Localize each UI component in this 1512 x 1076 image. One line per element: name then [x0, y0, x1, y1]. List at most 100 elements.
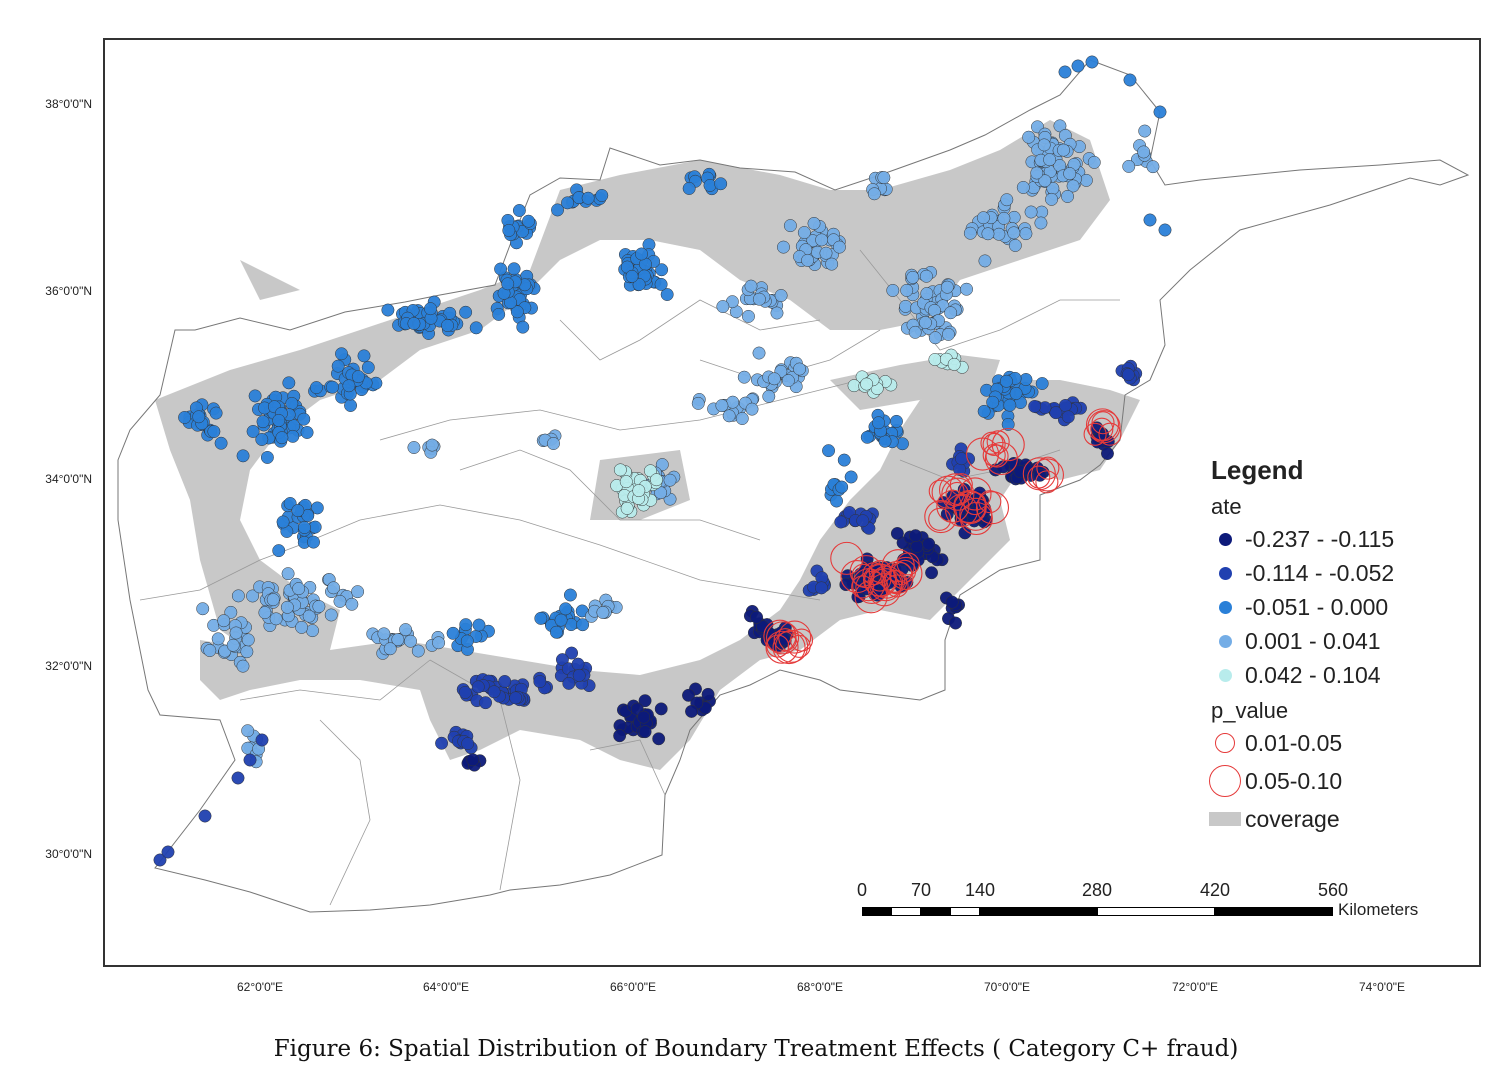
ate-point [613, 729, 627, 743]
ate-point [351, 585, 365, 599]
ate-point [774, 289, 788, 302]
scale-segment [862, 907, 891, 916]
ate-point [342, 379, 356, 393]
ate-point [260, 450, 274, 464]
p-value-ring [953, 490, 987, 524]
ate-point [555, 653, 569, 667]
p-value-ring [862, 562, 886, 586]
ate-point [632, 484, 646, 498]
small-ring-icon [1215, 733, 1235, 753]
ate-point [1123, 73, 1137, 87]
ate-point [1153, 105, 1167, 119]
ate-point [945, 595, 959, 609]
ate-dot-icon [1218, 566, 1232, 580]
legend-ate-class-label: -0.237 - -0.115 [1245, 525, 1395, 552]
ate-point [856, 514, 870, 528]
ate-point [635, 247, 648, 261]
ate-point [1007, 226, 1021, 240]
ate-point [306, 624, 319, 638]
ate-point [282, 376, 296, 390]
ate-point [291, 504, 305, 518]
ate-point [446, 626, 460, 640]
ate-point [703, 178, 717, 192]
ate-point [977, 404, 991, 418]
ate-point [404, 634, 417, 648]
ate-point [613, 463, 627, 477]
ate-point [471, 680, 485, 694]
p-value-ring [978, 490, 1002, 514]
ate-point [1085, 55, 1099, 69]
ate-point [919, 269, 933, 283]
ate-point [685, 704, 698, 718]
ate-point [1061, 410, 1075, 424]
p-value-ring [851, 563, 875, 587]
ate-point [997, 211, 1011, 225]
ate-point [1101, 447, 1114, 460]
scale-segment [1097, 907, 1215, 916]
legend-ate-class: 0.042 - 0.104 [1205, 658, 1455, 692]
ate-point [533, 675, 547, 689]
ate-point [830, 494, 844, 508]
ate-point [1066, 179, 1080, 193]
ate-point [153, 853, 167, 867]
ate-point [650, 473, 663, 487]
ate-point [241, 724, 255, 738]
ate-point [554, 613, 568, 627]
ate-point [324, 608, 338, 622]
ate-point [620, 501, 634, 515]
ate-point [1138, 124, 1152, 138]
ate-point [243, 753, 257, 767]
ate-point [516, 320, 530, 334]
ate-point [246, 424, 260, 438]
ate-point [726, 395, 740, 409]
district-border [299, 504, 821, 601]
p-value-ring [928, 479, 952, 503]
ate-point [638, 694, 652, 708]
ate-point [335, 347, 348, 361]
ate-point [1071, 59, 1085, 73]
ate-point [890, 527, 904, 540]
ate-point [522, 214, 535, 228]
ate-point [576, 618, 590, 632]
ate-point [498, 675, 512, 688]
district-border [559, 299, 821, 361]
ate-point [424, 302, 437, 316]
p-value-ring [763, 619, 797, 653]
ate-point [549, 625, 563, 639]
ate-point [461, 737, 475, 751]
ate-point [298, 521, 311, 534]
ate-point [654, 702, 668, 716]
ate-point [1158, 223, 1172, 237]
ate-point [1016, 181, 1030, 194]
ate-point [735, 412, 749, 425]
latitude-tick-label: 34°0'0"N [45, 472, 92, 486]
ate-point [312, 600, 326, 613]
p-value-ring [975, 491, 1010, 525]
ate-point [333, 594, 347, 608]
ate-point [986, 395, 1000, 409]
ate-point [963, 226, 977, 240]
ate-point [643, 464, 657, 478]
ate-point [226, 638, 240, 652]
ate-point [272, 544, 286, 558]
ate-point [1146, 160, 1160, 174]
ate-point [256, 415, 270, 429]
ate-point [949, 616, 962, 630]
ate-point [595, 189, 609, 202]
ate-point [460, 634, 474, 648]
ate-point [947, 357, 961, 371]
p-value-ring [882, 569, 906, 593]
ate-point [832, 240, 846, 254]
p-value-ring [1085, 408, 1120, 442]
ate-point [691, 396, 705, 410]
ate-point [534, 611, 548, 625]
ate-point [1000, 193, 1014, 207]
longitude-tick-label: 68°0'0"E [796, 980, 844, 994]
ate-point [407, 317, 421, 330]
ate-point [344, 399, 358, 412]
ate-dot-icon [1218, 668, 1232, 682]
latitude-tick-label: 30°0'0"N [45, 847, 92, 861]
p-value-ring [1090, 417, 1114, 441]
p-value-ring [830, 541, 864, 575]
ate-point [925, 566, 939, 580]
